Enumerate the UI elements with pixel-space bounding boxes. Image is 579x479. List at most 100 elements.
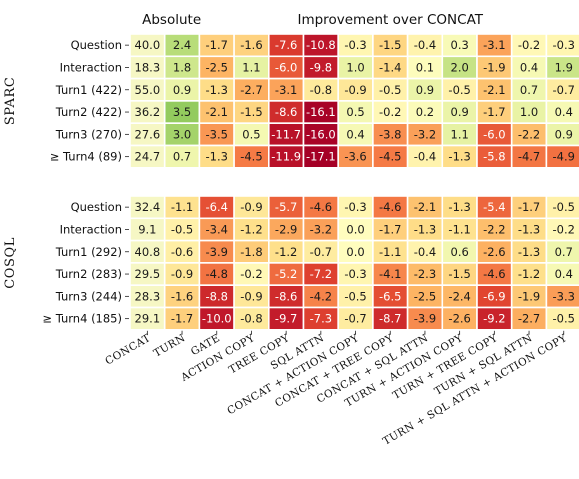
cell-value-label: -1.3	[448, 150, 470, 164]
cell-value-label: -1.5	[240, 105, 262, 119]
cell-value-label: 0.9	[416, 83, 434, 97]
row-label: Turn1 (422)	[55, 83, 122, 97]
cell-value-label: -1.8	[240, 245, 262, 259]
cell-value-label: -4.9	[553, 150, 575, 164]
cell-value-label: -8.8	[206, 289, 228, 303]
cell-value-label: 0.4	[555, 105, 573, 119]
cell-value-label: -3.4	[206, 222, 228, 236]
cell-value-label: -1.2	[240, 222, 262, 236]
cell-value-label: -1.4	[379, 60, 401, 74]
heatmap-cell	[545, 144, 579, 169]
row-label: Turn2 (422)	[55, 105, 122, 119]
cell-value-label: 29.5	[135, 267, 161, 281]
cell-value-label: -2.1	[483, 83, 505, 97]
cell-value-label: -2.7	[240, 83, 262, 97]
column-label: CONCAT	[103, 332, 153, 368]
cell-value-label: -4.2	[310, 289, 332, 303]
cell-value-label: -7.3	[310, 312, 332, 326]
cell-value-label: -1.3	[206, 83, 228, 97]
cell-value-label: -0.2	[379, 105, 401, 119]
cell-value-label: -4.6	[310, 200, 332, 214]
cell-value-label: 0.6	[451, 245, 469, 259]
cell-value-label: 0.9	[173, 83, 191, 97]
cell-value-label: -3.9	[414, 312, 436, 326]
heatmap-cells: 40.0 2.4 -1.7 -1.6 -7.6 -10.8 -0.3 -1.5 -0.4 0.3-…	[129, 33, 579, 331]
cell-value-label: -0.4	[414, 245, 436, 259]
cell-value-label: -1.7	[171, 312, 193, 326]
cell-value-label: -2.4	[448, 289, 470, 303]
cell-value-label: -5.4	[483, 200, 505, 214]
cell-value-label: -3.1	[483, 38, 505, 52]
cell-value-label: -4.8	[206, 267, 228, 281]
cell-value-label: -2.5	[206, 60, 228, 74]
cell-value-label: 36.2	[135, 105, 161, 119]
cell-value-label: 1.0	[346, 60, 364, 74]
cell-value-label: -2.3	[414, 267, 436, 281]
cell-value-label: -6.4	[206, 200, 228, 214]
cell-value-label: -2.5	[414, 289, 436, 303]
cell-value-label: -4.5	[379, 150, 401, 164]
cell-value-label: -6.9	[483, 289, 505, 303]
cell-value-label: -4.1	[379, 267, 401, 281]
cell-value-label: -0.7	[553, 83, 575, 97]
cell-value-label: -1.6	[171, 289, 193, 303]
cell-value-label: -4.7	[518, 150, 540, 164]
cell-value-label: -8.6	[275, 289, 297, 303]
cell-value-label: -4.6	[483, 267, 505, 281]
cell-value-label: -0.9	[240, 289, 262, 303]
cell-value-label: -1.7	[379, 222, 401, 236]
cell-value-label: -3.8	[379, 127, 401, 141]
cell-value-label: 24.7	[135, 150, 161, 164]
cell-value-label: 0.5	[346, 105, 364, 119]
cell-value-label: -3.2	[310, 222, 332, 236]
cell-value-label: -5.2	[275, 267, 297, 281]
cell-value-label: -2.2	[483, 222, 505, 236]
cell-value-label: -2.1	[414, 200, 436, 214]
row-label: ≥ Turn4 (185)	[42, 312, 122, 326]
cell-value-label: -8.7	[379, 312, 401, 326]
cell-value-label: -6.0	[483, 127, 505, 141]
cell-value-label: -4.5	[240, 150, 262, 164]
row-label: Turn3 (244)	[55, 289, 122, 303]
row-label: Turn3 (270)	[55, 127, 122, 141]
cell-value-label: -0.7	[344, 312, 366, 326]
column-label: TURN	[152, 332, 188, 360]
group-labels: SPARC COSQL	[3, 77, 18, 289]
cell-value-label: -0.6	[171, 245, 193, 259]
cell-value-label: -1.2	[518, 267, 540, 281]
cell-value-label: -1.9	[483, 60, 505, 74]
cell-value-label: 0.0	[346, 222, 364, 236]
cell-value-label: -1.2	[275, 245, 297, 259]
cell-value-label: 3.5	[173, 105, 191, 119]
cell-value-label: -0.8	[310, 83, 332, 97]
heatmap-cell	[545, 306, 579, 331]
cell-value-label: -1.1	[379, 245, 401, 259]
cell-value-label: -0.9	[171, 267, 193, 281]
cell-value-label: 29.1	[135, 312, 161, 326]
cell-value-label: 1.1	[451, 127, 469, 141]
cell-value-label: -3.3	[553, 289, 575, 303]
cell-value-label: -2.2	[518, 127, 540, 141]
cell-value-label: -0.5	[171, 222, 193, 236]
cell-value-label: -3.2	[414, 127, 436, 141]
cell-value-label: 0.4	[555, 267, 573, 281]
improvement-header: Improvement over CONCAT	[297, 12, 483, 28]
cell-value-label: -0.4	[414, 38, 436, 52]
cell-value-label: 2.4	[173, 38, 191, 52]
cell-value-label: 0.9	[451, 105, 469, 119]
cell-value-label: -5.7	[275, 200, 297, 214]
cell-value-label: 9.1	[138, 222, 156, 236]
cell-value-label: -1.5	[448, 267, 470, 281]
cell-value-label: 40.8	[135, 245, 161, 259]
group-label: COSQL	[3, 237, 18, 289]
cell-value-label: -0.3	[553, 38, 575, 52]
cell-value-label: -1.7	[518, 200, 540, 214]
cell-value-label: -1.3	[448, 200, 470, 214]
row-label: Turn2 (283)	[55, 267, 122, 281]
group-label: SPARC	[3, 77, 18, 126]
cell-value-label: -6.5	[379, 289, 401, 303]
cell-value-label: 0.1	[416, 60, 434, 74]
cell-value-label: -1.3	[518, 222, 540, 236]
row-label: Turn1 (292)	[55, 245, 122, 259]
